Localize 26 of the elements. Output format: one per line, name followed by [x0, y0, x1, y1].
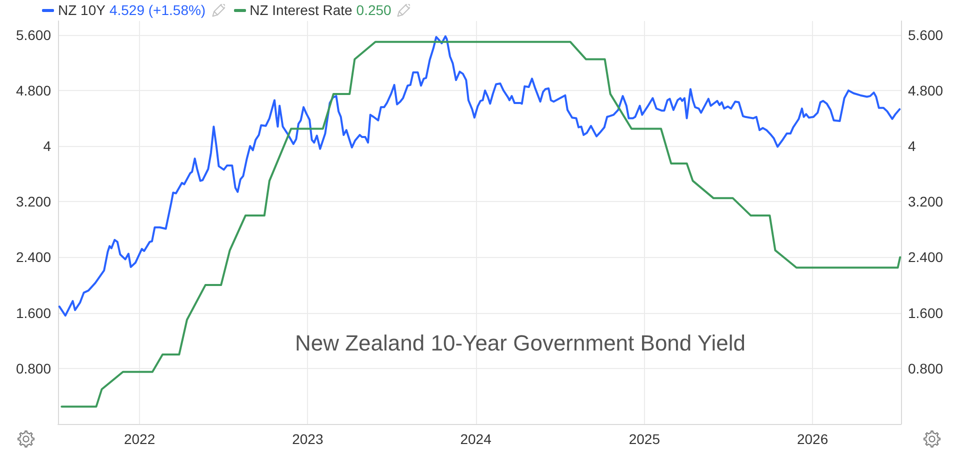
legend-label: NZ 10Y	[58, 1, 106, 20]
line-series	[58, 35, 901, 317]
y-tick-label: 3.200	[16, 194, 52, 210]
x-tick-label: 2026	[796, 431, 828, 447]
y2-tick-label: 4.800	[908, 82, 944, 98]
y2-tick-label: 2.400	[908, 249, 944, 266]
y2-tick-label: 3.200	[908, 194, 944, 210]
x-tick-label: 2025	[628, 431, 660, 447]
y2-tick-label: 0.800	[908, 360, 944, 376]
text: 4.529 (+1.58%)	[109, 1, 206, 20]
y-tick-label: 1.600	[16, 304, 52, 321]
x-tick-label: 2023	[292, 431, 324, 447]
y-tick-label: 5.600	[16, 26, 52, 43]
legend-label: NZ Interest Rate	[250, 1, 352, 20]
y-tick-label: 4	[43, 138, 52, 154]
x-tick-label: 2022	[124, 431, 156, 447]
y-tick-label: 4.800	[16, 82, 52, 98]
line-series	[60, 40, 902, 408]
y2-tick-label: 5.600	[908, 26, 944, 43]
y2-tick-label: 1.600	[908, 304, 944, 321]
text: 0.250	[356, 1, 392, 20]
y-tick-label: 0.800	[16, 360, 52, 376]
y-tick-label: 2.400	[16, 249, 52, 266]
x-tick-label: 2024	[460, 431, 492, 447]
y2-tick-label: 4	[908, 138, 916, 154]
text: New Zealand 10-Year Government Bond Yield	[295, 330, 746, 356]
